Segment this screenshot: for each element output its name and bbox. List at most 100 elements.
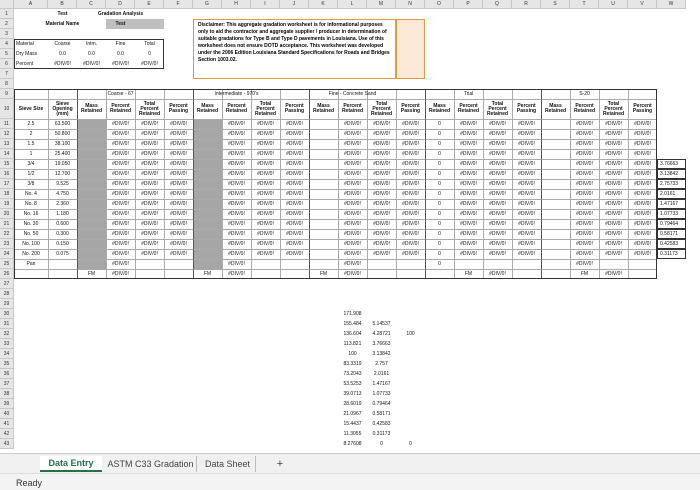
cell-border — [396, 239, 425, 249]
cell: 28.6019 — [343, 400, 362, 407]
cell-border — [48, 179, 77, 189]
cell: 53.5253 — [343, 380, 362, 387]
cell-border — [599, 129, 628, 139]
cell: 0.150 — [56, 240, 69, 247]
cell-border — [454, 149, 483, 159]
cell-border — [193, 199, 222, 209]
cell: S-20 — [579, 90, 590, 97]
cell-border — [338, 259, 367, 269]
cell-border — [570, 259, 599, 269]
cell: Dry Mass — [16, 50, 38, 57]
row-header: 25 — [0, 259, 14, 269]
cell-border — [164, 229, 193, 239]
cell-border — [222, 269, 251, 279]
cell: 0 — [409, 440, 412, 447]
cell-border — [512, 259, 541, 269]
cell: #DIV/0! — [170, 130, 187, 137]
cell-border — [570, 119, 599, 129]
cell-border — [454, 209, 483, 219]
cell: #DIV/0! — [489, 150, 506, 157]
cell: No. 8 — [25, 200, 37, 207]
column-header: H — [222, 0, 251, 9]
cell: #DIV/0! — [344, 180, 361, 187]
cell-border — [570, 269, 599, 279]
cell-border — [425, 169, 454, 179]
cell: #DIV/0! — [518, 210, 535, 217]
cell: #DIV/0! — [344, 260, 361, 267]
cell: #DIV/0! — [605, 210, 622, 217]
cell: #DIV/0! — [141, 220, 158, 227]
cell: #DIV/0! — [141, 240, 158, 247]
cell: 0.0 — [88, 50, 95, 57]
cell: 2.757 — [375, 360, 388, 367]
cell-border — [193, 189, 222, 199]
cell-border — [454, 219, 483, 229]
cell-border — [164, 159, 193, 169]
cell-border — [483, 239, 512, 249]
cell-border — [193, 259, 222, 269]
cell: Trial — [463, 90, 474, 97]
cell-border — [628, 239, 657, 249]
cell: #DIV/0! — [489, 170, 506, 177]
row-header: 15 — [0, 159, 14, 169]
cell: #DIV/0! — [402, 210, 419, 217]
cell-border — [106, 199, 135, 209]
cell-border — [599, 159, 628, 169]
sheet-tab[interactable]: Data Sheet — [200, 456, 256, 472]
cell: #DIV/0! — [605, 180, 622, 187]
cell: #DIV/0! — [344, 210, 361, 217]
cell: #DIV/0! — [170, 150, 187, 157]
cell-border — [193, 179, 222, 189]
cell: #DIV/0! — [286, 220, 303, 227]
cell-border — [599, 199, 628, 209]
cell: #DIV/0! — [460, 220, 477, 227]
cell: #DIV/0! — [170, 220, 187, 227]
cell: #DIV/0! — [576, 230, 593, 237]
cell-border — [309, 119, 338, 129]
cell-border — [367, 269, 396, 279]
row-header: 32 — [0, 329, 14, 339]
cell: 0.58171 — [657, 229, 686, 239]
cell: #DIV/0! — [112, 220, 129, 227]
cell-border — [77, 219, 106, 229]
cell: #DIV/0! — [286, 180, 303, 187]
cell-border — [483, 209, 512, 219]
cell: 0 — [438, 190, 441, 197]
cell-border — [77, 179, 106, 189]
cell: Coarse - 67 — [107, 90, 134, 97]
cell-border — [222, 189, 251, 199]
cell: #DIV/0! — [286, 200, 303, 207]
cell-border — [454, 189, 483, 199]
cell-border — [599, 229, 628, 239]
cell-border — [425, 229, 454, 239]
cell: #DIV/0! — [576, 180, 593, 187]
cell-border — [135, 259, 164, 269]
cell-border — [48, 269, 77, 279]
add-sheet-button[interactable]: + — [276, 458, 284, 470]
cell: #DIV/0! — [402, 180, 419, 187]
cell: Percent Passing — [516, 103, 537, 114]
cell: #DIV/0! — [112, 140, 129, 147]
sheet-tab[interactable]: ASTM C33 Gradation — [105, 456, 197, 472]
cell: #DIV/0! — [460, 180, 477, 187]
cell-border — [251, 199, 280, 209]
cell-border — [48, 159, 77, 169]
cell: 19.050 — [54, 160, 71, 167]
cell-border — [483, 159, 512, 169]
cell: #DIV/0! — [576, 260, 593, 267]
cell: #DIV/0! — [634, 250, 651, 257]
cell: #DIV/0! — [344, 130, 361, 137]
cell: #DIV/0! — [141, 170, 158, 177]
cell-border — [309, 99, 338, 119]
cell-border — [425, 269, 454, 279]
cell: #DIV/0! — [373, 180, 390, 187]
row-header: 7 — [0, 69, 14, 79]
cell-border — [628, 99, 657, 119]
cell: 1/2 — [27, 170, 35, 177]
cell: 2.360 — [56, 200, 69, 207]
sheet-tab[interactable]: Data Entry — [40, 456, 102, 472]
cell: #DIV/0! — [489, 120, 506, 127]
cell: #DIV/0! — [518, 130, 535, 137]
cell: #DIV/0! — [402, 190, 419, 197]
cell-border — [280, 269, 309, 279]
